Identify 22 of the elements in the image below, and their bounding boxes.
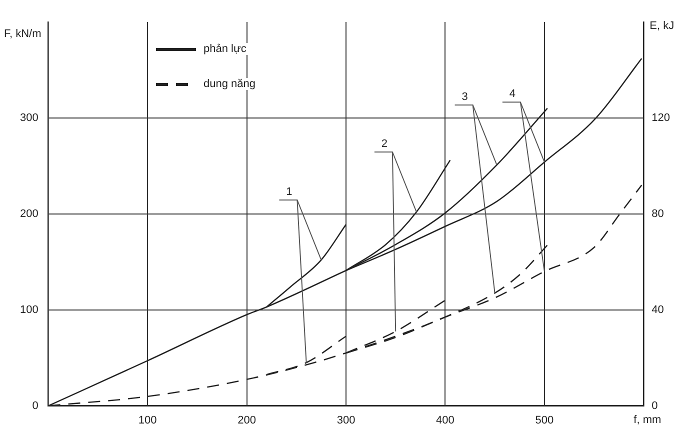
annotation: 4 bbox=[509, 88, 516, 100]
x-tick-label: 200 bbox=[238, 414, 256, 426]
y-axis-title: F, kN/m bbox=[4, 28, 42, 40]
annotation: 3 bbox=[462, 90, 468, 103]
legend-label: phản lực bbox=[202, 43, 248, 55]
y2-tick-label: 80 bbox=[652, 208, 664, 220]
x-tick-label: 300 bbox=[336, 414, 356, 426]
y2-tick-label: 40 bbox=[652, 304, 664, 316]
y2-tick-label: 120 bbox=[652, 112, 670, 124]
legend-label: dung năng bbox=[202, 78, 258, 90]
y-tick-label: 300 bbox=[20, 112, 38, 124]
x-tick-label: 100 bbox=[138, 414, 157, 426]
x-tick-label: 400 bbox=[436, 414, 454, 426]
y-tick-label: 0 bbox=[32, 400, 38, 412]
annotation: 1 bbox=[286, 186, 292, 198]
y-tick-label: 200 bbox=[20, 208, 38, 220]
annotation: 2 bbox=[381, 138, 388, 150]
y2-tick-label: 0 bbox=[652, 400, 658, 412]
x-tick-label: 500 bbox=[535, 414, 554, 426]
x-axis-title: f, mm bbox=[634, 414, 662, 426]
y2-axis-title: E, kJ bbox=[650, 20, 674, 32]
y-tick-label: 100 bbox=[20, 304, 38, 316]
